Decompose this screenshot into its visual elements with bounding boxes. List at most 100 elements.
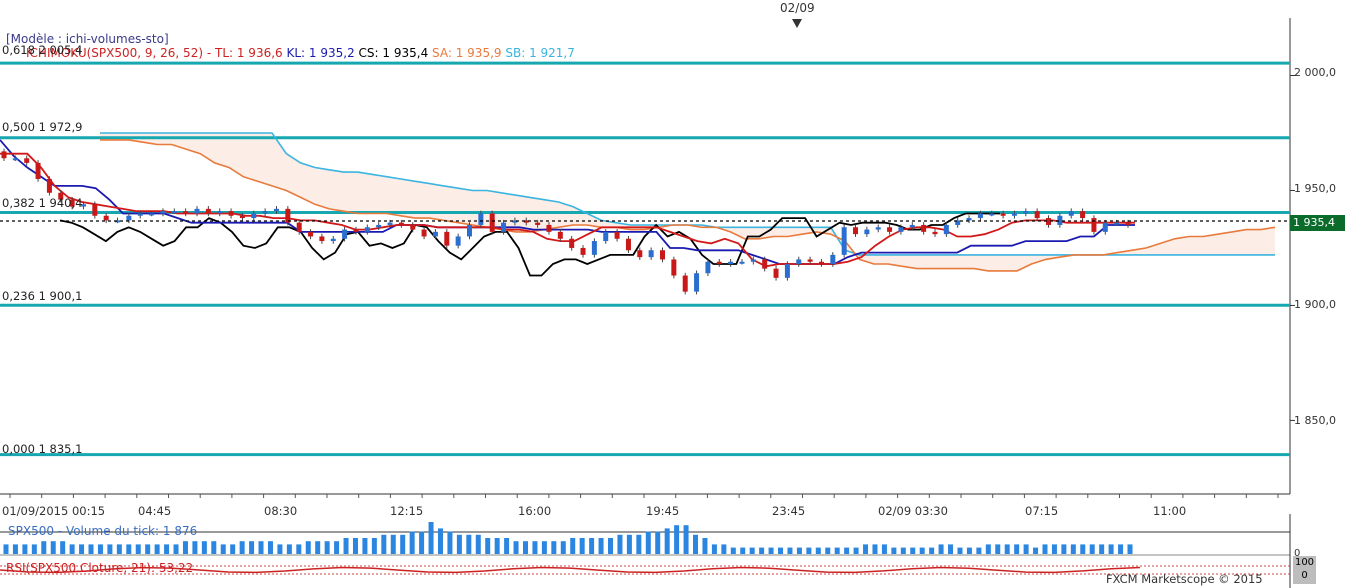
volume-bar bbox=[154, 544, 160, 554]
volume-bar bbox=[532, 541, 538, 554]
volume-bar bbox=[249, 541, 255, 554]
legend-kl: KL: 1 935,2 bbox=[286, 46, 355, 60]
volume-bar bbox=[1118, 544, 1124, 554]
candle-body bbox=[376, 224, 382, 228]
volume-bar bbox=[239, 541, 245, 554]
volume-bar bbox=[721, 544, 727, 554]
volume-bar bbox=[135, 544, 141, 554]
volume-bar bbox=[456, 534, 462, 554]
candle-body bbox=[694, 273, 700, 292]
volume-bar bbox=[891, 547, 897, 554]
candle-body bbox=[773, 268, 779, 278]
volume-bar bbox=[466, 534, 472, 554]
volume-bar bbox=[409, 531, 415, 554]
volume-bar bbox=[400, 534, 406, 554]
candle-body bbox=[603, 231, 609, 242]
candle-body bbox=[262, 211, 268, 214]
volume-bar bbox=[872, 544, 878, 554]
candle-body bbox=[535, 222, 541, 225]
volume-bar bbox=[693, 534, 699, 554]
volume-bar bbox=[31, 544, 37, 554]
candle-body bbox=[80, 204, 86, 207]
volume-bar bbox=[164, 544, 170, 554]
candle-body bbox=[1068, 211, 1074, 216]
candle-body bbox=[444, 231, 450, 246]
candle-body bbox=[46, 178, 52, 193]
volume-bar bbox=[598, 538, 604, 554]
volume-bar bbox=[768, 547, 774, 554]
volume-bar bbox=[863, 544, 869, 554]
volume-bar bbox=[900, 547, 906, 554]
volume-bar bbox=[711, 544, 717, 554]
candle-body bbox=[137, 213, 143, 216]
candle-body bbox=[682, 275, 688, 292]
top-date-bar bbox=[0, 0, 1349, 18]
main-price-chart[interactable] bbox=[0, 18, 1349, 588]
volume-bar bbox=[655, 531, 661, 554]
kumo-fill bbox=[100, 133, 1275, 271]
volume-bar bbox=[740, 547, 746, 554]
volume-bar bbox=[69, 544, 75, 554]
candle-body bbox=[103, 215, 109, 221]
x-tick-label: 23:45 bbox=[772, 504, 806, 518]
volume-bar bbox=[815, 547, 821, 554]
candle-body bbox=[1023, 211, 1029, 214]
x-axis-ticks bbox=[9, 494, 1279, 498]
volume-bar bbox=[664, 528, 670, 554]
candle-body bbox=[364, 227, 370, 232]
candle-body bbox=[625, 238, 631, 251]
current-position-marker-icon[interactable] bbox=[792, 19, 802, 28]
rsi-lines bbox=[0, 565, 1290, 575]
candle-body bbox=[909, 224, 915, 228]
candle-body bbox=[943, 224, 949, 235]
volume-bar bbox=[50, 541, 56, 554]
volume-bar bbox=[182, 541, 188, 554]
candle-body bbox=[92, 204, 98, 216]
candle-body bbox=[705, 261, 711, 274]
volume-bar bbox=[1108, 544, 1114, 554]
candle-body bbox=[716, 261, 722, 265]
candle-body bbox=[1102, 222, 1108, 232]
candle-body bbox=[557, 231, 563, 239]
candle-body bbox=[796, 259, 802, 265]
volume-bar bbox=[1014, 544, 1020, 554]
volume-bar bbox=[551, 541, 557, 554]
volume-bar bbox=[929, 547, 935, 554]
candle-body bbox=[489, 213, 495, 232]
candle-body bbox=[24, 158, 30, 163]
x-tick-label: 04:45 bbox=[138, 504, 172, 518]
kijun-line bbox=[0, 139, 1135, 265]
candle-body bbox=[296, 222, 302, 232]
candle-body bbox=[728, 261, 734, 265]
fib-label-382: 0,382 1 940,4 bbox=[2, 196, 83, 210]
candle-body bbox=[762, 259, 768, 269]
volume-bar bbox=[995, 544, 1001, 554]
volume-bar bbox=[1061, 544, 1067, 554]
legend-tl: TL: 1 936,6 bbox=[214, 46, 283, 60]
candle-body bbox=[807, 259, 813, 262]
volume-bar bbox=[844, 547, 850, 554]
volume-bar bbox=[541, 541, 547, 554]
x-tick-label: 02/09 03:30 bbox=[878, 504, 948, 518]
candle-body bbox=[1000, 213, 1006, 216]
candle-body bbox=[466, 224, 472, 237]
volume-bar bbox=[334, 541, 340, 554]
last-price-tag: 1 935,4 bbox=[1290, 215, 1345, 231]
x-tick-label: 11:00 bbox=[1153, 504, 1187, 518]
candle-body bbox=[58, 192, 64, 200]
volume-bar bbox=[787, 547, 793, 554]
volume-bar bbox=[626, 534, 632, 554]
volume-bar bbox=[315, 541, 321, 554]
volume-bar bbox=[806, 547, 812, 554]
volume-bar bbox=[390, 534, 396, 554]
volume-bar bbox=[145, 544, 151, 554]
volume-bar bbox=[504, 538, 510, 554]
volume-bar bbox=[759, 547, 765, 554]
volume-bar bbox=[428, 522, 434, 554]
y-tick-label: 1 850,0 bbox=[1294, 414, 1336, 427]
candle-body bbox=[739, 261, 745, 264]
volume-bar bbox=[211, 541, 217, 554]
volume-bar bbox=[589, 538, 595, 554]
candle-body bbox=[580, 247, 586, 255]
volume-bar bbox=[948, 544, 954, 554]
